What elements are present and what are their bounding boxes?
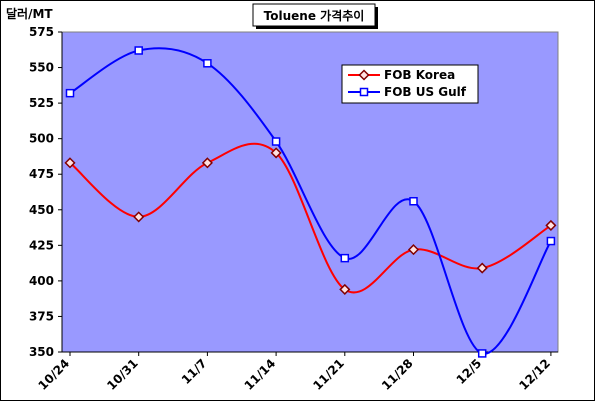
diamond-marker	[201, 157, 213, 169]
diamond-marker	[133, 211, 145, 223]
series-line	[69, 142, 552, 294]
chart-title-box: Toluene 가격추이	[252, 3, 378, 29]
y-tick-label: 575	[29, 25, 54, 39]
diamond-marker	[545, 219, 557, 231]
diamond-marker	[476, 262, 488, 274]
square-marker	[340, 253, 350, 263]
square-marker	[65, 88, 75, 98]
y-tick-label: 375	[29, 309, 54, 323]
diamond-marker	[339, 283, 351, 295]
plot-area	[61, 31, 559, 353]
chart-title: Toluene 가격추이	[264, 8, 365, 23]
y-tick-label: 425	[29, 238, 54, 252]
y-tick-label: 550	[29, 61, 54, 75]
diamond-marker	[407, 244, 420, 256]
y-axis: 350 375 400 425 450 475 500 525 550 575	[29, 25, 63, 359]
square-marker	[203, 59, 212, 68]
square-marker	[271, 137, 281, 146]
y-tick-label: 525	[29, 96, 54, 110]
series-fob-us-gulf	[65, 46, 556, 358]
legend-square-marker	[359, 87, 369, 97]
square-marker	[546, 236, 556, 246]
diamond-marker	[64, 157, 76, 169]
legend-diamond-marker	[358, 69, 370, 81]
y-tick-label: 450	[29, 203, 54, 217]
square-marker	[134, 46, 143, 55]
y-tick-label: 400	[29, 274, 54, 288]
legend-label: FOB Korea	[384, 68, 455, 82]
series-fob-korea	[64, 142, 557, 295]
y-tick-label: 500	[29, 132, 54, 146]
legend-label: FOB US Gulf	[384, 85, 467, 99]
diamond-marker	[270, 147, 282, 159]
square-marker	[409, 196, 418, 206]
y-tick-label: 350	[29, 345, 54, 359]
y-tick-label: 475	[29, 167, 54, 181]
square-marker	[477, 349, 487, 358]
series-layer	[64, 46, 557, 358]
y-axis-label: 달러/MT	[6, 6, 53, 21]
legend: FOB Korea FOB US Gulf	[341, 64, 479, 104]
